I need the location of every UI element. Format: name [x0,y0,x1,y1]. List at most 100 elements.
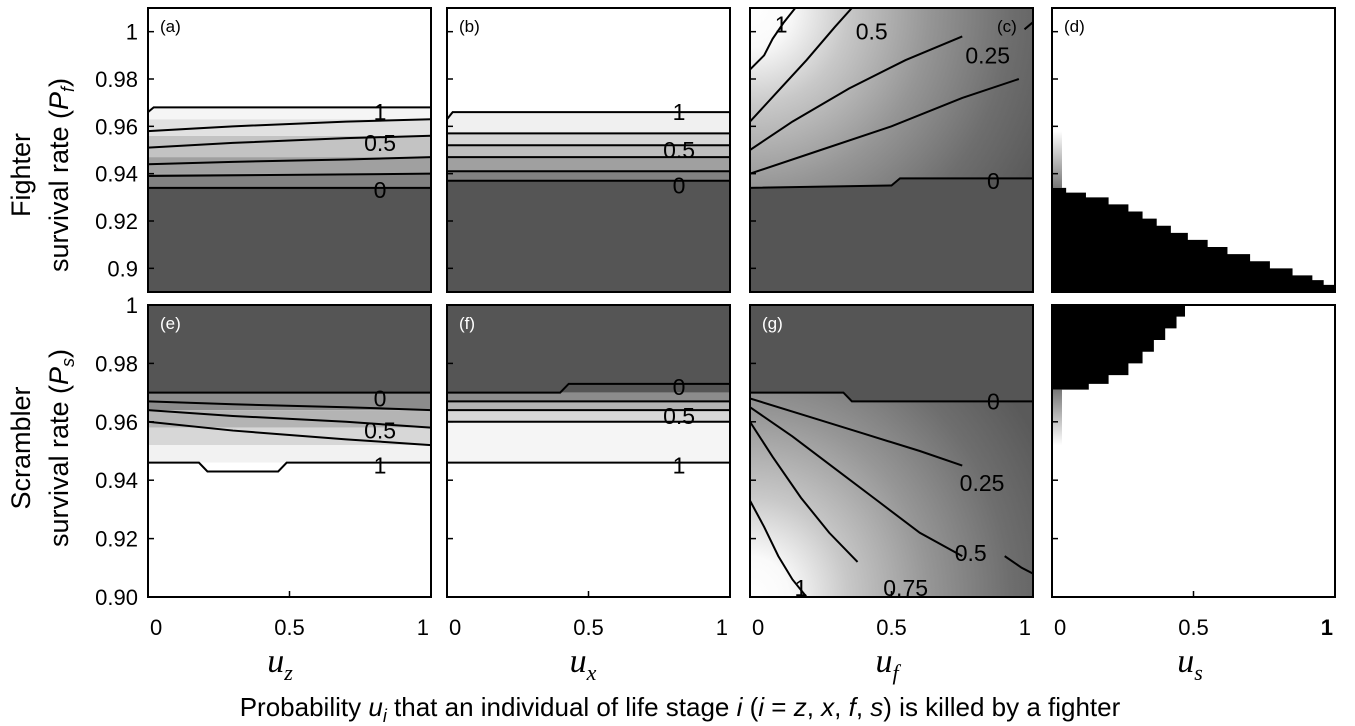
panel-e: 0 0.5 1 (e) [148,305,431,597]
shade-band [447,421,730,463]
x-tick-label: 0.5 [876,615,907,640]
contour-line [750,421,859,563]
panel-label: (h) [1064,314,1085,333]
contour-label: 0 [987,168,1000,194]
contour-line [148,172,431,178]
shade-band [447,8,730,113]
row-label-scrambler: Scrambler [6,386,36,509]
contour-line [1004,555,1033,575]
shade-band [447,392,730,402]
contour-line [148,134,431,149]
x-variable-ux: ux [570,643,597,685]
x-tick-label: 1 [417,615,429,640]
panel-g: 0 0.25 0.5 1 0.75 (g) [750,305,1033,601]
contour-label: 1 [775,12,788,38]
shade-band [447,401,730,411]
panel-frame [147,7,432,293]
row-label-fighter-rate: survival rate (Pf) [44,78,78,272]
x-tick-label: 0.5 [274,615,305,640]
shade-band [447,133,730,146]
shade-fade [1052,131,1062,188]
x-variable-uf: uf [875,643,901,685]
y-tick-label: 0.92 [95,209,138,234]
panel-d: (d) [1052,8,1335,292]
contour-label: 0.25 [960,470,1005,496]
contour-line [750,397,963,467]
panel-label: (e) [160,314,181,333]
panels-group: 10.50(a)10.50(b) 1 0.50.250(c) (d)00.51(e)0… [147,7,1336,601]
contour-label: 0.5 [663,403,695,429]
shade-band [447,410,730,422]
y-tick-label: 0.94 [95,162,138,187]
y-tick-label: 0.90 [95,585,138,610]
shade-band [148,157,431,174]
x-tick-label: 0 [449,615,461,640]
panel-label: (g) [762,314,783,333]
shade-band [148,392,431,411]
panel-frame [749,7,1034,293]
x-variable-us: us [1177,643,1203,685]
y-tick-label: 0.98 [95,351,138,376]
contour-label: 0 [673,173,686,199]
shade-fade [1052,389,1062,446]
shade-band [148,107,431,120]
panel-f: 0 0.5 1 (f) [447,305,730,597]
contour-label: 0.5 [955,540,987,566]
contour-label: 1 [374,453,387,479]
panel-label: (a) [160,17,181,36]
contour-line [750,391,1033,403]
contour-label: 1 [374,99,387,125]
panel-label: (c) [997,17,1017,36]
panel-frame [1051,7,1336,293]
y-tick-label: 0.96 [95,410,138,435]
axes-group: 1 0.98 0.96 0.94 0.92 0.9 1 0.98 0.96 0.94 0.92 0.9… [95,20,1336,640]
x-tick-label: 1 [716,615,728,640]
y-tick-label: 0.9 [107,256,138,281]
contour-line [750,78,1020,175]
contour-label: 0.25 [965,42,1010,68]
contour-line [148,400,431,412]
x-tick-label: 1 [1321,615,1333,640]
x-tick-label: 0 [1054,615,1066,640]
contour-label: 1 [795,575,808,601]
figure-caption: Probability ui that an individual of lif… [240,692,1121,726]
shade-band [148,187,431,292]
contour-line [447,111,730,120]
contour-label: 1 [673,453,686,479]
shade-band [447,180,730,292]
x-tick-label: 0.5 [1178,615,1209,640]
panel-b: 1 0.5 0 (b) [447,8,730,292]
contour-line [750,35,963,151]
x-tick-label: 0 [752,615,764,640]
contour-label: 1 [673,99,686,125]
shade-zero-region [750,178,1033,292]
shade-band [447,157,730,172]
black-region [1052,187,1335,292]
contour-line [750,8,853,123]
shade-band [447,462,730,597]
x-tick-label: 0 [150,615,162,640]
row-label-scrambler-rate: survival rate (Ps) [44,349,78,547]
contour-line [148,118,431,133]
panel-c: 1 0.5 0.25 0 (c) [750,8,1033,292]
shade-band [447,145,730,158]
black-region [1052,305,1186,390]
contour-line [148,420,431,447]
contour-line [750,406,963,557]
contour-line [148,156,431,166]
contour-label: 0.5 [364,418,396,444]
contour-line [750,8,797,71]
x-tick-label: 1 [1019,615,1031,640]
shade-zero-region [750,305,1033,402]
y-tick-label: 0.96 [95,114,138,139]
panel-a: 1 0.5 0 (a) [148,8,431,292]
row-label-fighter: Fighter [6,133,36,217]
contour-label: 0.75 [883,575,928,601]
shade-band [148,119,431,136]
shade-band [447,305,730,393]
y-tick-label: 1 [126,20,138,45]
contour-line [1023,21,1033,31]
panel-h: (h) [1052,305,1335,597]
contour-line [148,106,431,113]
panel-label: (b) [459,17,480,36]
